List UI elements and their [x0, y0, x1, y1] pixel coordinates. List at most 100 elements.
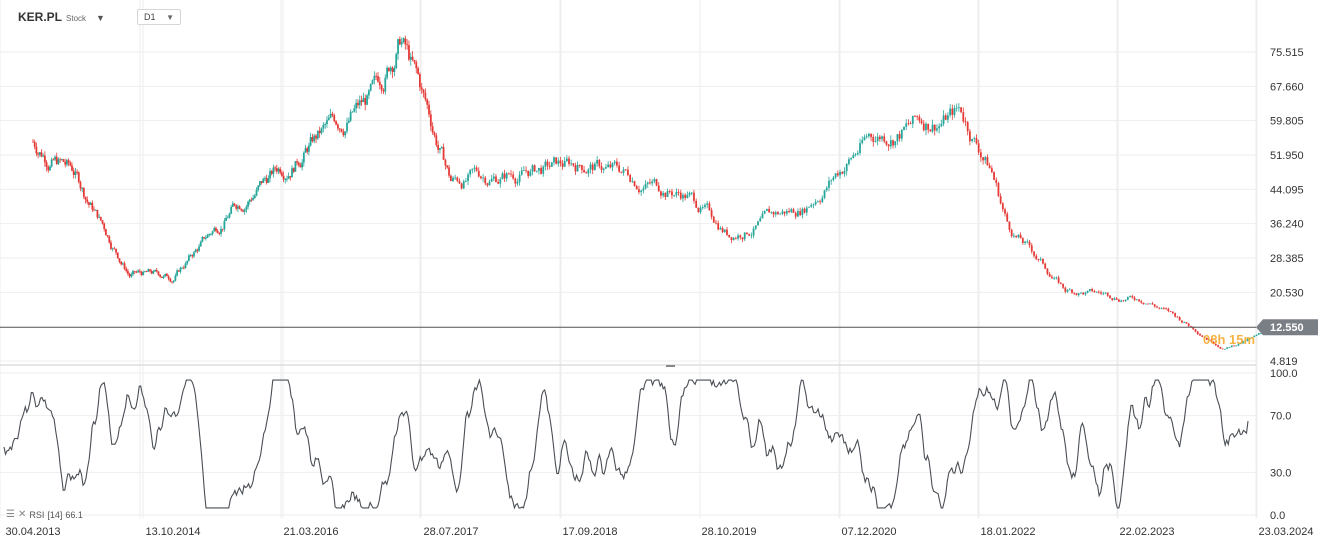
- price-candle: [723, 229, 726, 233]
- panel-resize-handle[interactable]: [666, 365, 675, 367]
- price-candle: [1015, 235, 1018, 239]
- price-candle: [1142, 302, 1145, 305]
- price-candle: [896, 133, 899, 145]
- price-candle: [616, 158, 618, 168]
- price-candle: [439, 147, 441, 154]
- price-candle: [248, 198, 251, 205]
- price-candle: [668, 189, 671, 194]
- price-candle: [225, 214, 227, 221]
- price-candle: [682, 192, 684, 202]
- price-candle: [279, 166, 282, 175]
- price-candle: [286, 175, 288, 182]
- price-candle: [779, 212, 782, 215]
- price-candle: [76, 169, 78, 175]
- rsi-name: RSI: [29, 509, 45, 520]
- price-candle: [253, 193, 256, 199]
- price-tag-shape: [1256, 319, 1318, 336]
- price-candle: [752, 226, 755, 239]
- price-candle: [993, 171, 995, 181]
- price-candle: [563, 156, 566, 168]
- price-candle: [872, 134, 875, 147]
- price-candle: [568, 155, 570, 167]
- symbol-selector[interactable]: KER.PL Stock ▼: [18, 10, 105, 24]
- price-candle: [132, 269, 134, 277]
- price-candle: [495, 173, 497, 183]
- timeframe-selector[interactable]: D1 ▼: [137, 9, 181, 25]
- price-candle: [1219, 346, 1222, 349]
- rsi-tick-label: 30.0: [1270, 467, 1291, 479]
- price-candle: [1126, 296, 1129, 301]
- price-candle: [243, 208, 246, 215]
- price-candle: [299, 162, 302, 168]
- price-tick-label: 20.530: [1270, 287, 1304, 299]
- price-candle: [413, 59, 416, 65]
- price-candle: [719, 226, 722, 230]
- price-candle: [309, 132, 312, 147]
- price-tick-label: 36.240: [1270, 219, 1304, 231]
- price-candle: [1226, 347, 1229, 350]
- price-candle: [783, 211, 786, 217]
- price-candle: [152, 270, 155, 275]
- price-candle: [1010, 228, 1013, 238]
- price-candle: [1071, 288, 1073, 294]
- price-candle: [449, 174, 452, 182]
- price-candle: [484, 175, 487, 186]
- price-candle: [130, 272, 133, 278]
- price-candle: [832, 175, 835, 182]
- price-candle: [640, 189, 643, 196]
- close-icon[interactable]: ✕: [17, 509, 27, 520]
- price-candle: [196, 248, 199, 254]
- price-candle: [242, 209, 244, 213]
- price-candle: [230, 204, 233, 215]
- rsi-period: [14]: [47, 509, 63, 520]
- price-candle: [284, 178, 287, 184]
- price-candle: [1124, 299, 1127, 303]
- current-price-value: 12.550: [1270, 322, 1304, 334]
- price-candle: [1160, 307, 1163, 310]
- price-candle: [88, 201, 90, 208]
- price-candle: [734, 236, 737, 240]
- price-candle: [1084, 291, 1087, 296]
- price-candle: [903, 126, 905, 131]
- price-candle: [635, 184, 638, 190]
- price-candle: [1026, 239, 1029, 244]
- price-candle: [291, 165, 293, 178]
- price-candle: [843, 167, 846, 177]
- price-candle: [1242, 340, 1244, 344]
- price-candle: [221, 228, 224, 232]
- price-candle: [96, 209, 99, 220]
- price-candle: [878, 134, 881, 142]
- price-candle: [1073, 292, 1076, 296]
- price-candle: [458, 178, 461, 185]
- price-candle: [975, 134, 978, 145]
- price-candle: [792, 207, 795, 213]
- price-candle: [845, 163, 848, 176]
- price-candle: [854, 153, 857, 157]
- price-candle: [294, 161, 297, 172]
- price-candle: [1017, 234, 1020, 239]
- price-candle: [404, 35, 407, 50]
- settings-menu-icon[interactable]: ☰: [6, 509, 15, 520]
- date-tick-label: 28.10.2019: [701, 526, 756, 538]
- price-candle: [570, 159, 573, 167]
- price-candle: [446, 165, 449, 169]
- price-candle: [338, 127, 341, 133]
- date-tick-label: 30.04.2013: [5, 526, 60, 538]
- price-candle: [194, 248, 197, 253]
- price-candle: [611, 162, 614, 172]
- price-candle: [1004, 207, 1006, 217]
- date-tick-label: 17.09.2018: [562, 526, 617, 538]
- price-candle: [1251, 337, 1253, 339]
- price-candle: [1162, 306, 1165, 310]
- price-candle: [320, 127, 323, 135]
- price-candle: [942, 110, 945, 127]
- price-candle: [544, 159, 547, 171]
- price-candle: [59, 157, 62, 163]
- price-candle: [486, 182, 489, 188]
- rsi-legend: ☰ ✕ RSI [14] 66.1: [6, 509, 83, 520]
- price-candle: [589, 162, 592, 174]
- price-candle: [565, 155, 568, 163]
- price-candle: [258, 180, 261, 188]
- price-candle: [695, 198, 698, 209]
